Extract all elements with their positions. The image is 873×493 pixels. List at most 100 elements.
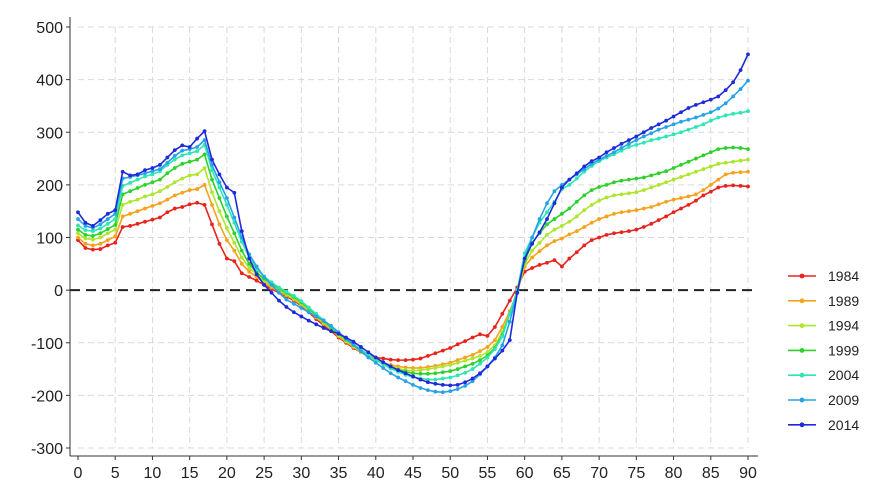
- data-point: [157, 162, 162, 167]
- y-tick-label: 200: [36, 178, 63, 195]
- x-tick-label: 0: [74, 465, 83, 482]
- data-point: [187, 188, 192, 193]
- data-point: [686, 117, 691, 122]
- data-point: [723, 184, 728, 188]
- data-point: [619, 230, 624, 235]
- data-point: [172, 166, 177, 170]
- data-point: [574, 229, 579, 234]
- data-point: [76, 210, 80, 215]
- data-point: [604, 214, 609, 219]
- data-point: [664, 169, 669, 174]
- data-point: [671, 132, 676, 137]
- data-point: [224, 214, 229, 219]
- data-point: [589, 220, 594, 225]
- data-point: [656, 171, 661, 176]
- grid: [78, 26, 749, 449]
- data-point: [224, 226, 229, 230]
- data-point: [411, 374, 415, 379]
- data-point: [411, 368, 415, 373]
- data-point: [716, 106, 721, 111]
- data-point: [440, 382, 445, 387]
- data-point: [545, 201, 549, 206]
- data-point: [500, 334, 505, 339]
- data-point: [224, 196, 229, 200]
- data-point: [120, 214, 125, 219]
- data-point: [76, 223, 80, 228]
- data-point: [641, 206, 646, 211]
- data-point: [463, 355, 468, 360]
- data-point: [693, 102, 698, 107]
- data-point: [329, 329, 334, 334]
- legend-label: 1999: [828, 342, 859, 358]
- data-point: [656, 136, 661, 141]
- data-point: [693, 156, 698, 161]
- data-point: [105, 243, 110, 248]
- x-tick-label: 45: [404, 465, 422, 482]
- data-point: [202, 129, 207, 134]
- data-point: [210, 222, 214, 227]
- data-point: [150, 204, 155, 208]
- data-point: [83, 246, 88, 250]
- series-2009: [76, 78, 750, 395]
- data-point: [76, 227, 80, 232]
- data-point: [731, 111, 736, 116]
- x-tick-label: 55: [479, 465, 497, 482]
- data-point: [76, 231, 80, 236]
- data-point: [254, 264, 259, 269]
- legend-swatch-marker: [799, 323, 805, 328]
- data-point: [150, 217, 155, 222]
- data-point: [626, 209, 631, 214]
- data-point: [470, 361, 475, 366]
- data-point: [731, 159, 736, 164]
- series-lines: [76, 52, 750, 395]
- data-point: [396, 368, 401, 373]
- legend-swatch-marker: [799, 422, 805, 428]
- data-point: [701, 167, 706, 171]
- data-point: [210, 202, 214, 207]
- data-point: [597, 185, 602, 189]
- data-point: [247, 266, 252, 270]
- data-point: [589, 188, 594, 193]
- data-point: [373, 355, 378, 360]
- data-point: [679, 162, 683, 167]
- data-point: [589, 238, 594, 243]
- data-point: [105, 227, 110, 231]
- data-point: [708, 118, 713, 123]
- data-point: [492, 338, 497, 343]
- data-point: [299, 299, 304, 304]
- data-point: [150, 166, 155, 170]
- y-tick-label: -300: [31, 441, 63, 458]
- data-point: [641, 175, 646, 180]
- data-point: [98, 231, 103, 236]
- data-point: [693, 192, 698, 197]
- data-point: [448, 346, 453, 350]
- data-point: [128, 199, 133, 204]
- data-point: [157, 167, 162, 171]
- data-point: [641, 188, 646, 193]
- y-tick-label: 0: [54, 283, 63, 300]
- data-point: [716, 185, 721, 190]
- data-point: [701, 153, 706, 158]
- data-point: [731, 94, 736, 99]
- data-point: [612, 231, 616, 236]
- data-point: [679, 110, 683, 115]
- data-point: [478, 358, 482, 363]
- data-point: [723, 101, 728, 106]
- data-point: [708, 164, 713, 169]
- y-tick-label: 300: [36, 125, 63, 142]
- legend: 1984 1989 1994 1999 2004 2009 2014: [788, 268, 859, 433]
- data-point: [180, 153, 185, 158]
- data-point: [455, 373, 460, 378]
- data-point: [388, 364, 393, 369]
- data-point: [195, 136, 200, 141]
- data-point: [202, 166, 207, 170]
- data-point: [589, 159, 594, 164]
- data-point: [492, 356, 497, 361]
- data-point: [701, 193, 706, 198]
- data-point: [425, 367, 430, 371]
- data-point: [619, 146, 624, 150]
- data-point: [664, 118, 669, 123]
- data-point: [641, 140, 646, 145]
- data-point: [679, 206, 683, 211]
- data-point: [559, 236, 564, 241]
